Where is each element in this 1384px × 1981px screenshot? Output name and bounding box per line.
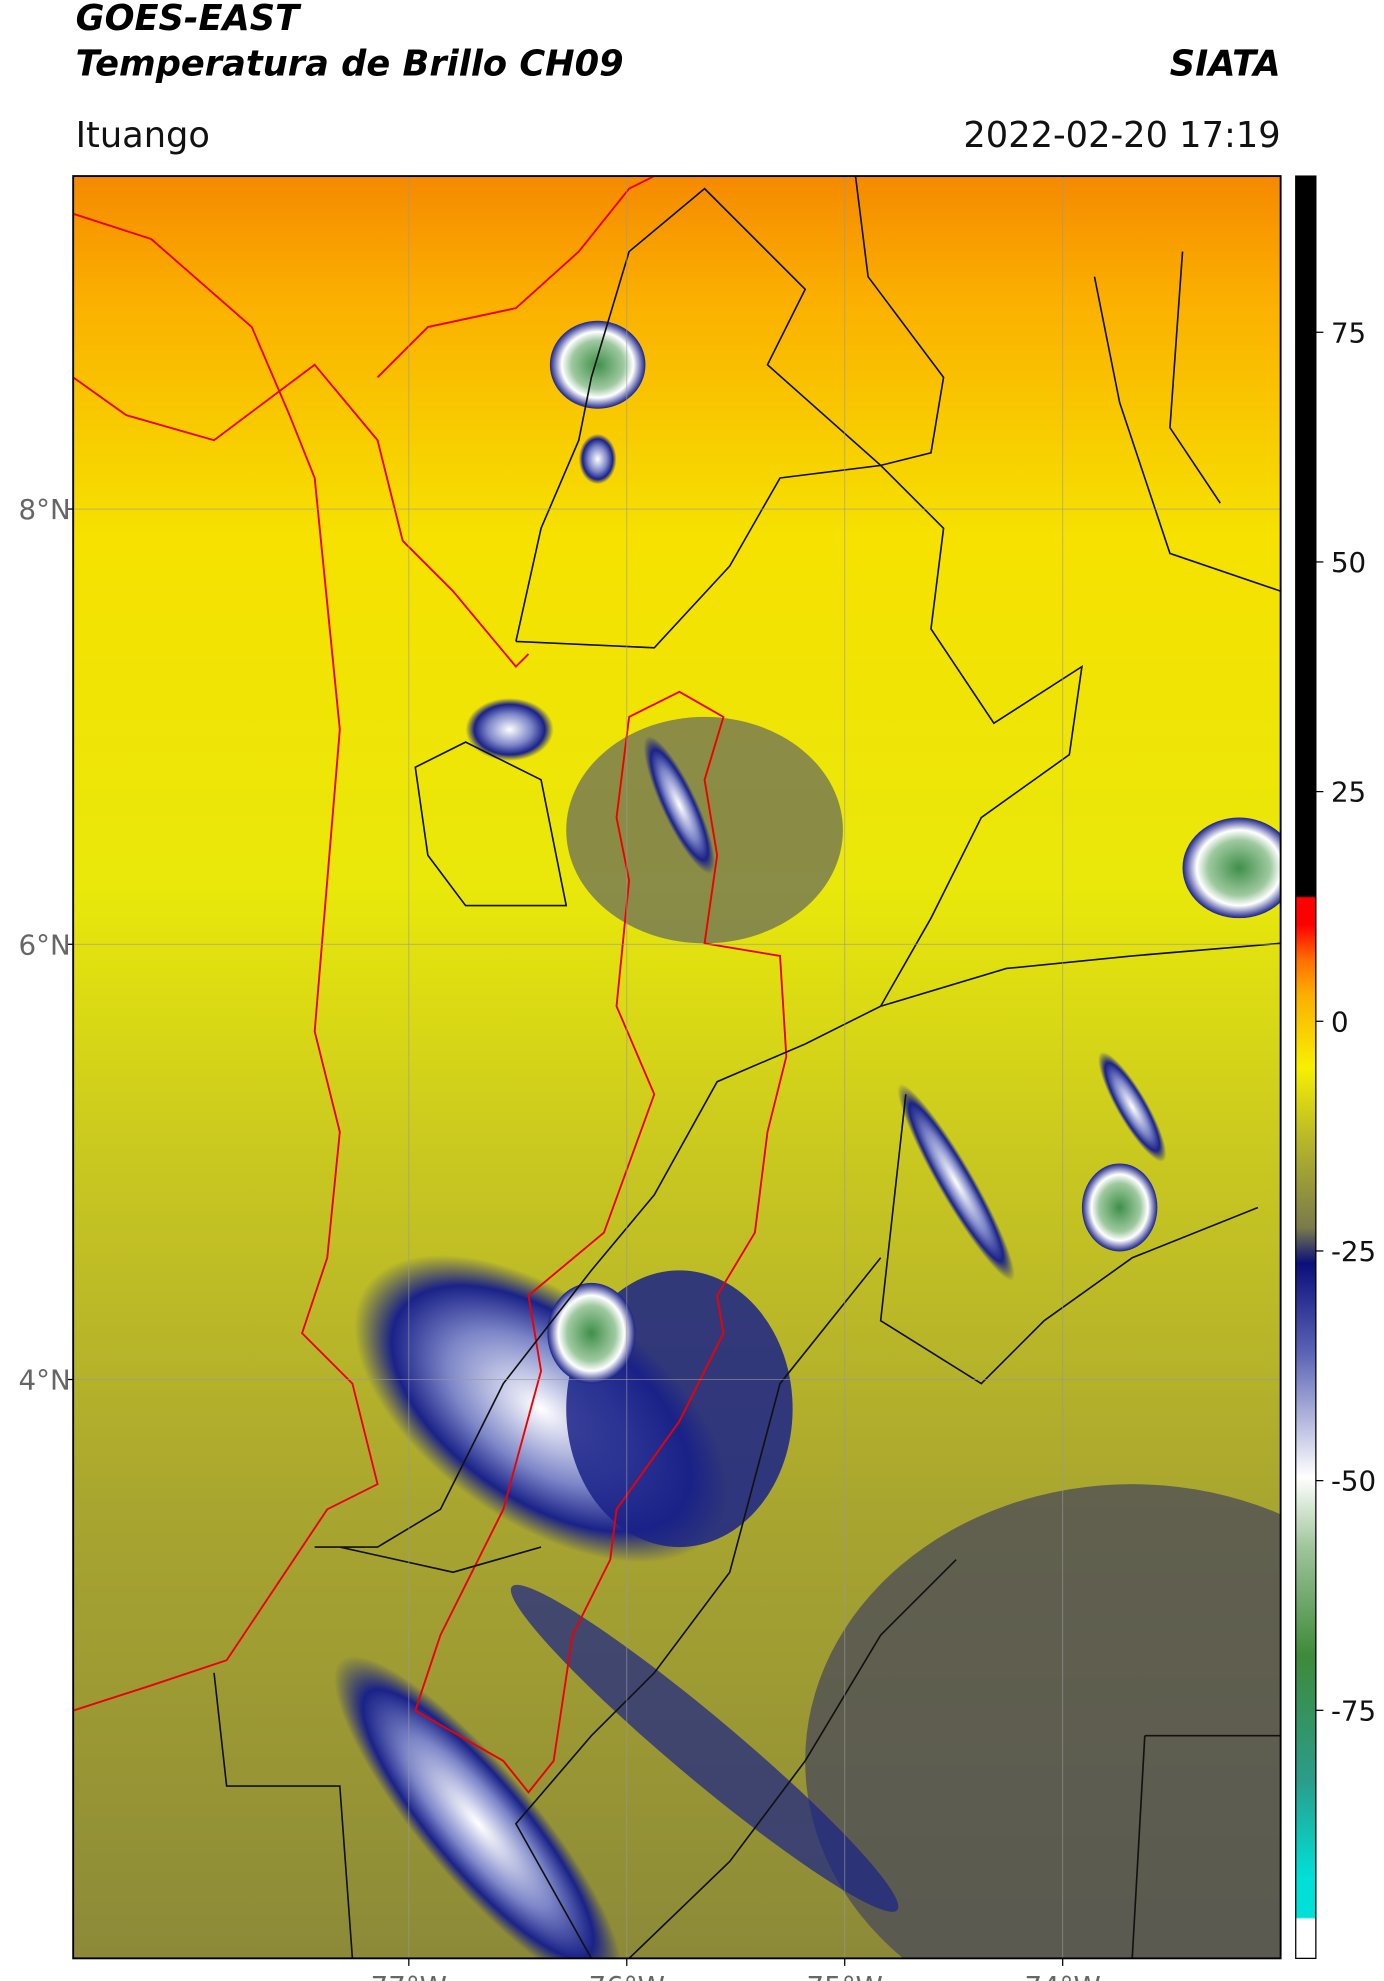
colorbar-tick-label: 25 — [1331, 776, 1366, 809]
cloud-core — [1081, 1163, 1158, 1252]
cloud — [510, 1584, 899, 1912]
x-tick-label: 76°W — [589, 1970, 665, 1981]
region-boundary — [414, 690, 788, 1794]
y-tick-label: 8°N — [19, 493, 71, 526]
cloud — [897, 1083, 1015, 1281]
coastline — [73, 212, 379, 1712]
cloud — [465, 698, 554, 761]
colorbar-tick-label: 75 — [1331, 316, 1366, 349]
cloud — [643, 736, 716, 874]
x-tick-label: 77°W — [371, 1970, 447, 1981]
cloud — [1098, 1051, 1167, 1162]
cloud-core — [549, 320, 646, 409]
timestamp: 2022-02-20 17:19 — [963, 115, 1280, 156]
y-tick-label: 6°N — [19, 928, 71, 961]
colorbar-tick-label: 50 — [1331, 546, 1366, 579]
cloud-core — [547, 1282, 636, 1384]
agency: SIATA — [1170, 43, 1281, 84]
coastline — [73, 176, 655, 669]
dry-region — [805, 1484, 1281, 1959]
map-field — [73, 176, 1281, 1959]
x-tick-label: 75°W — [807, 1970, 883, 1981]
admin-boundary — [213, 176, 1281, 1959]
y-tick-label: 4°N — [19, 1364, 71, 1397]
colorbar-tick-label: -50 — [1331, 1465, 1376, 1498]
cloud — [578, 433, 617, 485]
cloud-core — [1182, 817, 1281, 919]
map-frame — [72, 175, 1282, 1960]
colorbar-tick-label: -75 — [1331, 1694, 1376, 1727]
product-title: Temperatura de Brillo CH09 — [76, 43, 624, 84]
graticule: 77°W 76°W 75°W 74°W 8°N 6°N 4°N — [19, 176, 1281, 1981]
colorbar-ticks: 75 50 25 0 -25 -50 -75 — [1315, 316, 1376, 1727]
x-tick-label: 74°W — [1024, 1970, 1100, 1981]
cloud — [334, 1655, 623, 1959]
colorbar-tick-label: 0 — [1331, 1005, 1349, 1038]
colorbar — [1295, 175, 1317, 1959]
region: Ituango — [76, 115, 210, 156]
colorbar-tick-label: -25 — [1331, 1235, 1376, 1268]
satellite-title: GOES-EAST — [76, 0, 302, 39]
